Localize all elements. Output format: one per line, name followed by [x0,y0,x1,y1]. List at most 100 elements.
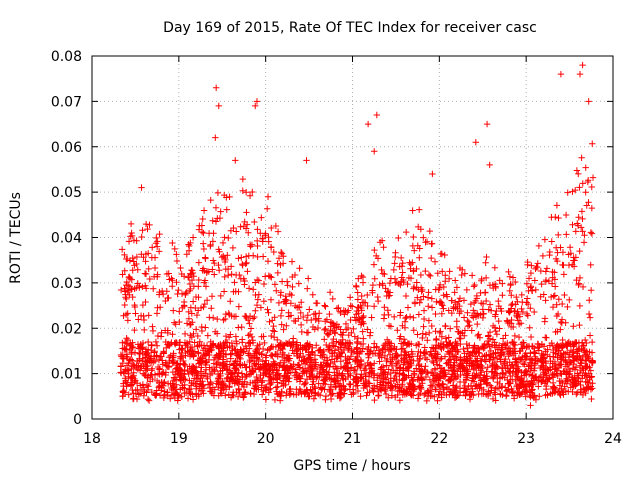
x-tick-label: 18 [83,431,101,447]
data-point [226,311,233,318]
data-point [260,280,268,288]
data-point [479,343,486,351]
data-point [582,164,589,171]
data-point [243,371,250,378]
data-point [499,383,506,390]
data-point [437,370,444,378]
data-point [245,285,253,292]
data-point [176,339,184,346]
data-point [198,222,206,229]
data-point [494,378,501,386]
data-point [389,367,397,374]
data-point [545,277,553,285]
data-point [245,229,252,236]
data-point [136,284,143,291]
data-point [469,385,476,393]
data-point [383,355,391,363]
data-point [400,336,408,343]
data-point [445,334,452,341]
data-point [415,391,423,398]
data-point [353,353,361,361]
data-point [399,345,407,352]
data-point [433,298,440,306]
data-point [398,382,406,390]
data-point [482,297,490,305]
data-point [210,392,218,399]
data-point [121,286,129,294]
data-point [350,376,357,383]
data-point [200,245,208,253]
data-point [542,370,549,377]
data-point [569,352,576,360]
data-point [244,316,252,324]
data-point [284,355,292,363]
data-point [563,342,570,350]
data-point [512,356,519,363]
data-point [563,349,571,356]
data-point [531,348,538,356]
data-point [367,361,374,368]
data-point [205,268,212,275]
data-point [382,285,389,292]
data-point [395,234,402,242]
data-point [293,304,301,311]
data-point [510,345,518,352]
data-point [374,388,382,395]
data-point [140,370,147,377]
data-point [567,359,575,366]
data-point [125,391,132,398]
data-point [312,385,319,392]
data-point [214,315,221,323]
data-point [154,363,162,371]
data-point [230,362,237,369]
data-point [227,355,234,362]
data-point [337,341,345,348]
data-point [257,363,264,370]
data-point [225,334,233,341]
data-point [251,385,259,392]
data-point [131,262,138,269]
data-point [546,375,553,383]
data-point [126,275,134,282]
data-point [371,148,378,155]
data-point [251,350,258,357]
data-point [458,271,465,279]
data-point [467,357,475,364]
data-point [223,206,230,213]
data-point [241,361,248,368]
data-point [581,372,588,379]
data-point [342,320,350,328]
data-point [391,374,398,382]
data-point [223,339,230,346]
data-point [482,274,490,282]
data-point [583,202,590,209]
data-point [475,331,482,338]
data-point [273,367,281,374]
data-point [386,292,393,299]
data-point [402,349,409,356]
data-point [296,374,304,382]
data-point [286,290,294,298]
data-point [425,389,432,396]
data-point [502,332,509,339]
data-point [130,369,137,376]
data-point [159,370,166,377]
data-point [138,184,145,191]
data-point [124,310,131,317]
data-point [222,310,230,318]
data-point [362,382,369,390]
data-point [169,368,177,376]
data-point [571,375,578,382]
data-point [436,298,444,305]
data-point [469,374,476,382]
data-point [334,365,342,372]
data-point [436,355,444,363]
data-point [396,263,403,270]
data-point [137,382,144,389]
data-point [428,304,436,311]
data-point [411,247,418,254]
data-point [326,289,334,296]
data-point [434,397,441,404]
data-point [148,342,155,349]
